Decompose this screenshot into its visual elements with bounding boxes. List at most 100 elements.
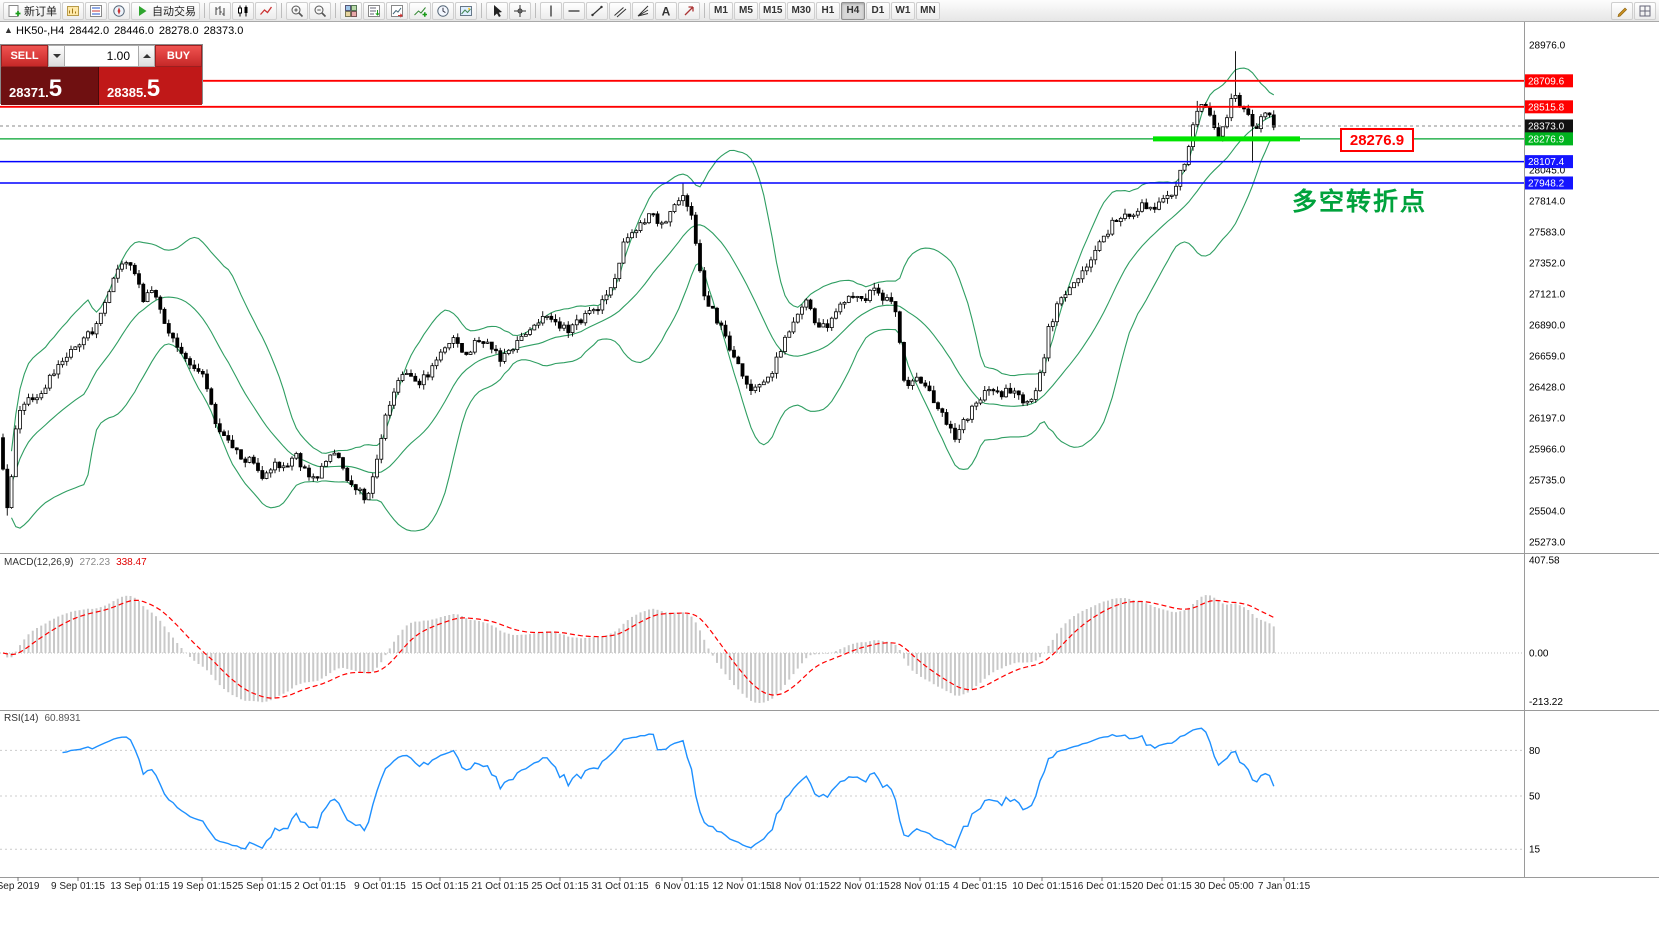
grid-button[interactable] bbox=[1634, 1, 1656, 20]
sell-price-main: 28371. bbox=[9, 85, 49, 100]
sell-price-big-digit: 5 bbox=[48, 75, 63, 102]
autotrading-button[interactable]: 自动交易 bbox=[131, 1, 200, 20]
periods-icon bbox=[437, 4, 449, 17]
vertical-line-icon bbox=[550, 5, 552, 16]
text-tool-button[interactable]: A bbox=[655, 1, 677, 20]
time-axis-label: 22 Nov 01:15 bbox=[830, 881, 890, 892]
templates-button[interactable] bbox=[455, 1, 477, 20]
time-axis-label: 15 Oct 01:15 bbox=[411, 881, 469, 892]
charts-icon bbox=[67, 5, 79, 16]
indicators-list-icon bbox=[368, 4, 380, 17]
price-badge-label: 28709.6 bbox=[1528, 76, 1565, 87]
text-label-icon: A bbox=[662, 4, 671, 18]
high-value: 28446.0 bbox=[114, 25, 154, 37]
bar-chart-icon bbox=[215, 5, 225, 16]
autotrading-icon bbox=[139, 5, 147, 16]
volume-input[interactable] bbox=[65, 45, 138, 67]
chart-ohlc-header: HK50-,H4 28442.0 28446.0 28278.0 28373.0 bbox=[16, 25, 248, 37]
candlestick-chart-icon bbox=[238, 5, 248, 16]
rsi-axis-label: 15 bbox=[1529, 845, 1541, 856]
timeframe-mn-button[interactable]: MN bbox=[915, 1, 940, 20]
charts-button[interactable] bbox=[62, 1, 84, 20]
time-axis-label: 28 Nov 01:15 bbox=[890, 881, 950, 892]
zoom-out-button[interactable] bbox=[309, 1, 331, 20]
horizontal-line-icon bbox=[568, 9, 580, 12]
tile-windows-button[interactable] bbox=[340, 1, 362, 20]
line-chart-button[interactable] bbox=[255, 1, 277, 20]
fibonacci-icon bbox=[637, 5, 649, 16]
chart-area[interactable] bbox=[0, 22, 1524, 877]
sell-button[interactable]: SELL bbox=[1, 45, 48, 67]
toolbar-separator bbox=[535, 3, 536, 18]
buy-button[interactable]: BUY bbox=[155, 45, 202, 67]
timeframe-m5-button[interactable]: M5 bbox=[734, 1, 758, 20]
zoom-out-icon bbox=[314, 5, 327, 17]
price-axis-label: 25273.0 bbox=[1529, 538, 1566, 549]
price-axis-label: 27352.0 bbox=[1529, 259, 1566, 270]
chart-shift-button[interactable] bbox=[386, 1, 408, 20]
timeframe-m30-button[interactable]: M30 bbox=[787, 1, 815, 20]
crosshair-tool-button[interactable] bbox=[509, 1, 531, 20]
add-indicator-button[interactable] bbox=[409, 1, 431, 20]
time-axis-label: 9 Oct 01:15 bbox=[354, 881, 406, 892]
time-axis-label: 20 Dec 01:15 bbox=[1132, 881, 1192, 892]
new-order-icon bbox=[8, 4, 21, 17]
rsi-name: RSI(14) bbox=[4, 713, 39, 724]
price-badge-label: 28276.9 bbox=[1528, 134, 1565, 145]
new-order-button[interactable]: 新订单 bbox=[3, 1, 61, 20]
timeframe-w1-button[interactable]: W1 bbox=[890, 1, 915, 20]
templates-icon bbox=[460, 5, 472, 16]
buy-price-main: 28385. bbox=[107, 85, 147, 100]
symbol-period-label: HK50-,H4 bbox=[16, 25, 65, 37]
periods-button[interactable] bbox=[432, 1, 454, 20]
timeframe-m15-button[interactable]: M15 bbox=[759, 1, 787, 20]
close-value: 28373.0 bbox=[203, 25, 244, 37]
indicators-list-button[interactable] bbox=[363, 1, 385, 20]
price-axis-label: 28045.0 bbox=[1529, 166, 1566, 177]
add-indicator-icon bbox=[414, 6, 427, 17]
main-toolbar: 新订单 自动交易 bbox=[0, 0, 1659, 22]
price-axis-label: 27121.0 bbox=[1529, 290, 1566, 301]
toolbar-separator bbox=[704, 3, 705, 18]
time-axis-label: 4 Dec 01:15 bbox=[953, 881, 1007, 892]
fibonacci-tool-button[interactable] bbox=[632, 1, 654, 20]
timeframe-m1-button[interactable]: M1 bbox=[709, 1, 733, 20]
pencil-button[interactable] bbox=[1611, 1, 1633, 20]
toolbar-separator bbox=[335, 3, 336, 18]
tile-windows-icon bbox=[345, 4, 357, 17]
volume-decrease-button[interactable] bbox=[48, 45, 65, 67]
timeframe-d1-button[interactable]: D1 bbox=[865, 1, 890, 20]
time-axis-label: 6 Nov 01:15 bbox=[655, 881, 709, 892]
price-badge bbox=[1525, 132, 1573, 146]
time-axis-label: 30 Dec 05:00 bbox=[1194, 881, 1254, 892]
navigator-button[interactable] bbox=[108, 1, 130, 20]
time-axis-label: 31 Oct 01:15 bbox=[591, 881, 649, 892]
low-value: 28278.0 bbox=[158, 25, 199, 37]
timeframe-h1-button[interactable]: H1 bbox=[815, 1, 840, 20]
price-axis-label: 26890.0 bbox=[1529, 321, 1566, 332]
arrow-tools-button[interactable] bbox=[678, 1, 700, 20]
timeframe-h4-button[interactable]: H4 bbox=[840, 1, 865, 20]
horizontal-line-tool-button[interactable] bbox=[563, 1, 585, 20]
macd-name: MACD(12,26,9) bbox=[4, 557, 74, 568]
rsi-axis-label: 50 bbox=[1529, 792, 1541, 803]
candlestick-chart-button[interactable] bbox=[232, 1, 254, 20]
toolbar-separator bbox=[204, 3, 205, 18]
bar-chart-button[interactable] bbox=[209, 1, 231, 20]
price-badge bbox=[1525, 119, 1573, 133]
macd-axis-label: -213.22 bbox=[1529, 697, 1563, 708]
oct-toggle-icon[interactable]: ▲ bbox=[4, 25, 13, 35]
sell-price-display[interactable]: 28371. 5 bbox=[1, 67, 100, 105]
price-level-callout: 28276.9 bbox=[1340, 128, 1414, 152]
volume-increase-button[interactable] bbox=[138, 45, 155, 67]
time-axis-label: 25 Oct 01:15 bbox=[531, 881, 589, 892]
time-axis-label: Sep 2019 bbox=[0, 881, 40, 892]
channel-tool-button[interactable] bbox=[609, 1, 631, 20]
market-watch-button[interactable] bbox=[85, 1, 107, 20]
buy-price-display[interactable]: 28385. 5 bbox=[99, 67, 202, 105]
cursor-tool-button[interactable] bbox=[486, 1, 508, 20]
trendline-tool-button[interactable] bbox=[586, 1, 608, 20]
chart-shift-icon bbox=[391, 4, 403, 18]
vertical-line-tool-button[interactable] bbox=[540, 1, 562, 20]
zoom-in-button[interactable] bbox=[286, 1, 308, 20]
